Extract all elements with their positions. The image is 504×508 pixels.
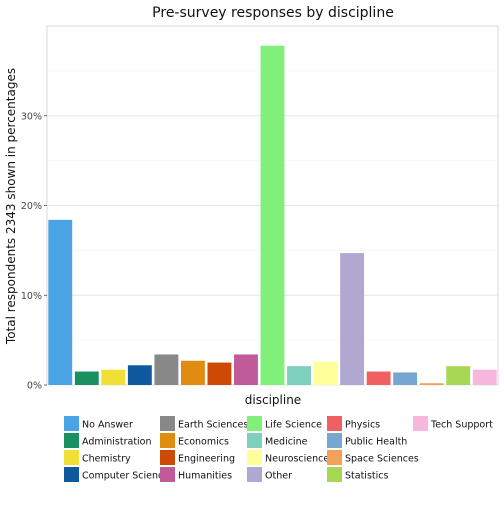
bar-statistics	[446, 366, 471, 385]
legend-label: Administration	[82, 437, 152, 448]
bar-space-sciences	[419, 383, 444, 385]
legend-label: Space Sciences	[345, 454, 419, 465]
y-axis-title: Total respondents 2343 shown in percenta…	[4, 68, 18, 345]
legend-label: Computer Science	[82, 471, 169, 482]
legend-item: Physics	[327, 416, 380, 431]
legend-item: Engineering	[160, 450, 235, 465]
legend-item: No Answer	[64, 416, 133, 431]
plot-area	[46, 25, 499, 386]
y-axis-ticks: 0% 10% 20% 30%	[21, 111, 47, 392]
legend-label: Earth Sciences	[178, 420, 248, 431]
bar-tech-support	[472, 369, 497, 385]
legend-item: Administration	[64, 433, 152, 448]
y-tick-label: 10%	[21, 291, 42, 302]
legend-label: Statistics	[345, 471, 388, 482]
legend-swatch	[64, 416, 79, 431]
legend-label: Life Science	[265, 420, 322, 431]
legend-item: Chemistry	[64, 450, 131, 465]
legend-label: Other	[265, 471, 292, 482]
legend-label: Engineering	[178, 454, 235, 465]
bar-other	[340, 253, 365, 385]
bar-physics	[366, 371, 391, 385]
legend-label: No Answer	[82, 420, 133, 431]
legend-swatch	[327, 450, 342, 465]
legend-item: Tech Support	[413, 416, 493, 431]
legend-swatch	[64, 450, 79, 465]
bar-earth-sciences	[154, 354, 179, 385]
bar-humanities	[234, 354, 258, 385]
legend-label: Public Health	[345, 437, 407, 448]
bar-engineering	[207, 362, 232, 385]
legend-swatch	[160, 467, 175, 482]
legend-item: Earth Sciences	[160, 416, 248, 431]
bar-neuroscience	[313, 361, 338, 385]
bar-computer-science	[127, 365, 152, 385]
bar-public-health	[393, 372, 418, 385]
legend-swatch	[413, 416, 428, 431]
legend-label: Economics	[178, 437, 229, 448]
bar-administration	[74, 371, 99, 385]
legend-swatch	[160, 450, 175, 465]
legend-label: Chemistry	[82, 454, 131, 465]
legend-swatch	[247, 433, 262, 448]
legend-swatch	[327, 416, 342, 431]
legend-swatch	[247, 450, 262, 465]
legend-item: Computer Science	[64, 467, 169, 482]
bar-chemistry	[101, 369, 126, 385]
legend-swatch	[247, 416, 262, 431]
legend-swatch	[327, 467, 342, 482]
legend-swatch	[160, 416, 175, 431]
legend-swatch	[64, 467, 79, 482]
x-axis-title: discipline	[245, 393, 301, 407]
legend-item: Humanities	[160, 467, 232, 482]
bar-no-answer	[48, 219, 73, 385]
legend-swatch	[327, 433, 342, 448]
legend-item: Space Sciences	[327, 450, 419, 465]
legend-label: Tech Support	[430, 420, 493, 431]
legend-item: Other	[247, 467, 292, 482]
legend: No Answer Administration Chemistry Computer…	[64, 416, 493, 482]
bar-medicine	[287, 366, 311, 385]
legend-label: Medicine	[265, 437, 308, 448]
bar-life-science	[260, 45, 285, 386]
y-tick-label: 20%	[21, 201, 42, 212]
legend-item: Public Health	[327, 433, 407, 448]
legend-item: Statistics	[327, 467, 388, 482]
legend-item: Economics	[160, 433, 229, 448]
legend-swatch	[64, 433, 79, 448]
legend-swatch	[247, 467, 262, 482]
chart-title: Pre-survey responses by discipline	[152, 5, 394, 21]
legend-swatch	[160, 433, 175, 448]
legend-label: Humanities	[178, 471, 232, 482]
legend-label: Physics	[345, 420, 380, 431]
legend-item: Medicine	[247, 433, 308, 448]
legend-label: Neuroscience	[265, 454, 329, 465]
bar-economics	[180, 360, 205, 385]
legend-item: Life Science	[247, 416, 322, 431]
y-tick-label: 30%	[21, 111, 42, 122]
y-tick-label: 0%	[27, 381, 42, 392]
legend-item: Neuroscience	[247, 450, 329, 465]
